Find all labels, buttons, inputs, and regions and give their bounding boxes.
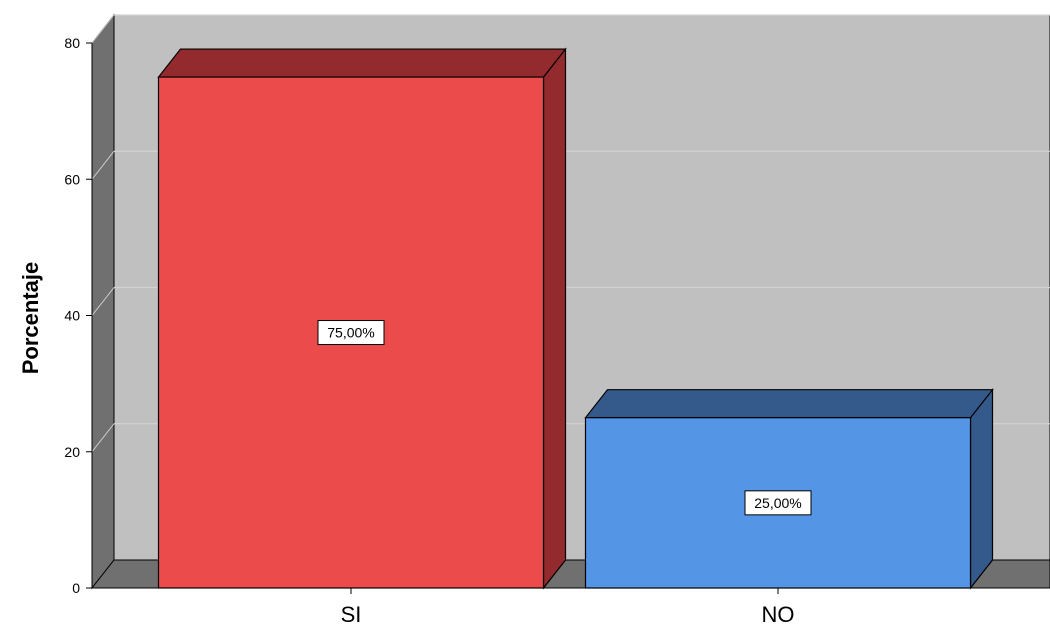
bar-no: 25,00% — [584, 387, 994, 590]
x-axis: SI NO — [92, 587, 1050, 625]
gridline-side — [91, 287, 115, 316]
bar-side — [542, 47, 567, 590]
data-label: 25,00% — [754, 495, 801, 511]
x-category-label: SI — [341, 602, 362, 625]
bar-si: 75,00% — [157, 47, 567, 590]
y-tick-label: 0 — [72, 580, 80, 596]
gridline-side — [91, 14, 115, 44]
data-label-box — [744, 490, 812, 516]
y-tick-label: 60 — [64, 171, 80, 187]
y-tick-label: 40 — [64, 308, 80, 324]
y-tick-label: 20 — [64, 444, 80, 460]
data-label-box — [317, 320, 385, 346]
bar-top — [584, 389, 994, 419]
bar-top — [157, 48, 567, 78]
y-axis: 0 20 40 60 80 — [64, 35, 93, 596]
y-axis-title: Porcentaje — [18, 262, 43, 375]
x-category-label: NO — [762, 602, 795, 625]
y-tick-label: 80 — [64, 35, 80, 51]
data-label: 75,00% — [327, 325, 374, 341]
bars: 75,00% 25,00% — [157, 47, 994, 590]
bar-side — [969, 387, 994, 590]
gridline-side — [91, 150, 115, 180]
gridline-side — [91, 423, 115, 453]
